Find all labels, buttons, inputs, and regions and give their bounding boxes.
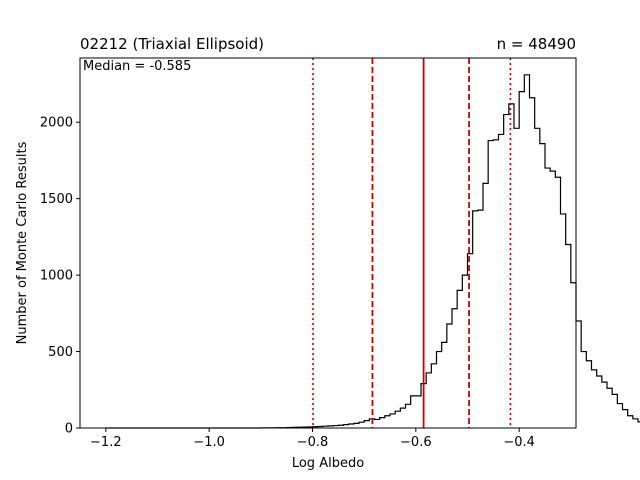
y-tick-label: 1000 (40, 269, 73, 284)
y-tick-label: 0 (65, 422, 73, 437)
x-tick-label: −1.0 (193, 435, 225, 450)
chart-title-right: n = 48490 (497, 35, 576, 53)
x-axis-label: Log Albedo (292, 456, 364, 471)
x-tick-label: −0.4 (503, 435, 535, 450)
y-tick-label: 500 (48, 345, 73, 360)
x-tick-label: −1.2 (90, 435, 122, 450)
chart-title-left: 02212 (Triaxial Ellipsoid) (80, 35, 264, 53)
plot-frame (79, 57, 577, 429)
y-tick-label: 1500 (40, 192, 73, 207)
x-tick-label: −0.8 (297, 435, 329, 450)
x-tick-label: −0.6 (400, 435, 432, 450)
y-axis-label: Number of Monte Carlo Results (15, 141, 30, 344)
median-annotation: Median = -0.585 (83, 59, 191, 74)
y-tick-label: 2000 (40, 116, 73, 131)
